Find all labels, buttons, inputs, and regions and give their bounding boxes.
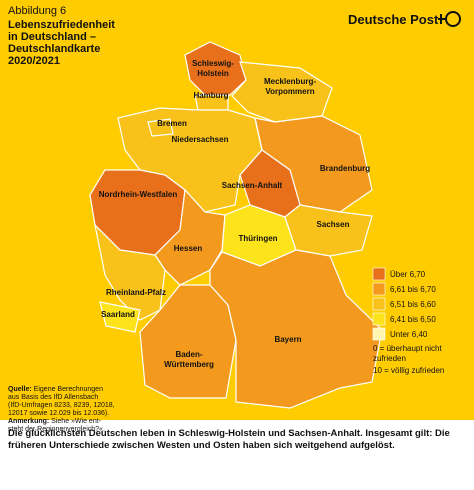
region — [139, 284, 237, 399]
caption-background — [0, 420, 474, 490]
region-label: Bayern — [274, 335, 301, 344]
title-line: 2020/2021 — [8, 55, 60, 67]
region-label: Sachsen — [317, 220, 350, 229]
source-text: aus Basis des IfD Allensbach — [8, 394, 98, 401]
region-label: Hamburg — [193, 91, 228, 100]
region-label: Thüringen — [238, 234, 277, 243]
region — [147, 118, 174, 137]
logo-text: Deutsche Post — [348, 12, 439, 27]
legend-note: 10 = völlig zufrieden — [373, 366, 444, 375]
note-text: steht der Regionenvergleich?«. — [8, 426, 105, 433]
region-label: Holstein — [197, 69, 229, 78]
legend-label: 6,51 bis 6,60 — [390, 300, 436, 309]
legend-label: Über 6,70 — [390, 270, 426, 279]
region — [154, 188, 226, 286]
region — [184, 41, 247, 96]
note-line: steht der Regionenvergleich?«. — [8, 426, 105, 433]
region — [94, 223, 166, 321]
legend-label: 6,61 bis 6,70 — [390, 285, 436, 294]
region-label: Nordrhein-Westfalen — [99, 190, 178, 199]
source-line: 12017 sowie 12.029 bis 12.036). — [8, 410, 109, 417]
logo-icon — [438, 11, 461, 27]
region-label: Brandenburg — [320, 164, 370, 173]
region — [209, 249, 383, 409]
note-text: Siehe »Wie ent- — [49, 418, 101, 425]
title-line: Deutschlandkarte — [8, 43, 100, 55]
source-text: Eigene Berechnungen — [32, 386, 103, 393]
region-label: Saarland — [101, 310, 135, 319]
region-label: Sachsen-Anhalt — [222, 181, 283, 190]
source-line: (IfD-Umfragen 8233, 8239, 12018, — [8, 402, 115, 409]
figure-number: Abbildung 6 — [8, 5, 66, 17]
title-line: Lebenszufriedenheit — [8, 19, 115, 31]
note-label: Anmerkung: — [8, 418, 49, 425]
title-line: in Deutschland – — [8, 31, 96, 43]
legend-label: Unter 6,40 — [390, 330, 428, 339]
source-text: 12017 sowie 12.029 bis 12.036). — [8, 410, 109, 417]
region-label: Vorpommern — [265, 87, 314, 96]
region-label: Schleswig- — [192, 59, 234, 68]
caption-line: früheren Unterschiede zwischen Westen un… — [8, 440, 395, 451]
legend: Über 6,70 6,61 bis 6,70 6,51 bis 6,60 6,41 … — [372, 267, 444, 375]
legend-note: 0 = überhaupt nicht — [373, 344, 442, 353]
note-line: Anmerkung: Siehe »Wie ent- — [8, 418, 102, 425]
source-text: (IfD-Umfragen 8233, 8239, 12018, — [8, 402, 115, 409]
legend-swatch — [372, 312, 386, 326]
region — [99, 301, 141, 333]
caption: Die glücklichsten Deutschen leben in Sch… — [8, 428, 450, 451]
region-label: Rheinland-Pfalz — [106, 288, 166, 297]
region-label: Baden- — [175, 350, 202, 359]
region-label: Hessen — [174, 244, 203, 253]
region-label: Mecklenburg- — [264, 77, 316, 86]
region-label: Bremen — [157, 119, 187, 128]
legend-swatch — [372, 282, 386, 296]
legend-swatch — [372, 267, 386, 281]
source-label: Quelle: — [8, 386, 32, 393]
region-label: Württemberg — [164, 360, 214, 369]
legend-swatch — [372, 297, 386, 311]
source-line: aus Basis des IfD Allensbach — [8, 394, 98, 401]
source-line: Quelle: Eigene Berechnungen — [8, 386, 103, 393]
region-label: Niedersachsen — [172, 135, 229, 144]
legend-swatch — [372, 327, 386, 341]
legend-note: zufrieden — [373, 354, 406, 363]
legend-label: 6,41 bis 6,50 — [390, 315, 436, 324]
map: Schleswig-Holstein Hamburg Mecklenburg-Vor… — [89, 41, 383, 409]
caption-line: Die glücklichsten Deutschen leben in Sch… — [8, 428, 450, 439]
